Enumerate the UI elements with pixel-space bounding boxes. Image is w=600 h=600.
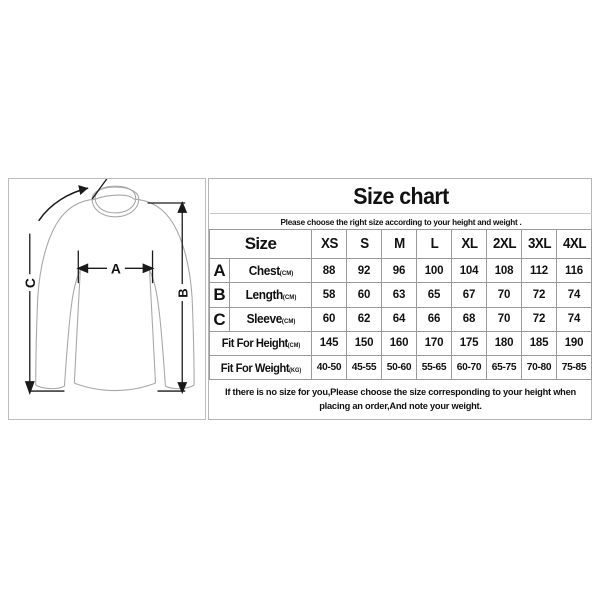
cell-weight-2xl: 65-75	[486, 354, 522, 381]
cell-weight-xl: 60-70	[451, 354, 487, 381]
row-key-b: B	[209, 282, 230, 308]
row-key-a: A	[209, 258, 230, 284]
row-label-fit-height: Fit For Height(CM)	[212, 330, 309, 356]
content-band: C A B	[8, 178, 592, 420]
size-chart-table-panel: Size chart Please choose the right size …	[208, 178, 592, 420]
row-unit-chest: (CM)	[279, 269, 293, 277]
cell-length-l: 65	[416, 282, 452, 308]
cell-weight-xs: 40-50	[311, 354, 347, 381]
cell-chest-2xl: 108	[486, 258, 522, 284]
header-col-3xl: 3XL	[522, 229, 556, 260]
chart-subtitle: Please choose the right size according t…	[219, 213, 582, 231]
chart-footnote: If there is no size for you,Please choos…	[209, 379, 592, 419]
row-label-chest-text: Chest	[248, 263, 280, 278]
cell-chest-l: 100	[416, 258, 452, 284]
row-key-c: C	[209, 306, 230, 332]
row-unit-fit-height: (CM)	[287, 343, 300, 350]
header-col-l: L	[417, 229, 451, 260]
row-label-chest: Chest(CM)	[231, 258, 310, 284]
cell-length-2xl: 70	[486, 282, 522, 308]
table-row: C Sleeve(CM) 60 62 64 66 68 70 72 74	[209, 306, 592, 332]
table-title-row: Size chart	[210, 179, 592, 215]
cell-chest-xs: 88	[311, 258, 347, 284]
cell-weight-4xl: 75-85	[556, 354, 592, 381]
row-label-length: Length(CM)	[231, 282, 310, 308]
cell-sleeve-3xl: 72	[521, 306, 557, 332]
cell-height-m: 160	[381, 330, 417, 356]
measure-a-label: A	[111, 260, 121, 276]
cell-sleeve-s: 62	[346, 306, 382, 332]
garment-diagram-panel: C A B	[8, 178, 206, 420]
table-subtitle-row: Please choose the right size according t…	[210, 213, 592, 231]
measure-b-label: B	[176, 288, 191, 297]
table-row: A Chest(CM) 88 92 96 100 104 108 112 116	[209, 258, 592, 284]
table-row: Fit For Height(CM) 145 150 160 170 175 1…	[210, 330, 592, 356]
row-label-length-text: Length	[245, 287, 283, 302]
cell-weight-m: 50-60	[381, 354, 417, 381]
row-label-fit-height-text: Fit For Height	[221, 336, 288, 351]
row-unit-length: (CM)	[282, 293, 296, 301]
cell-length-s: 60	[346, 282, 382, 308]
cell-length-3xl: 72	[521, 282, 557, 308]
table-row: Fit For Weight(KG) 40-50 45-55 50-60 55-…	[210, 354, 592, 381]
cell-length-4xl: 74	[556, 282, 592, 308]
cell-height-3xl: 185	[521, 330, 557, 356]
header-col-2xl: 2XL	[487, 229, 521, 260]
table-row: B Length(CM) 58 60 63 65 67 70 72 74	[209, 282, 592, 308]
cell-chest-xl: 104	[451, 258, 487, 284]
measure-a-group: A	[76, 250, 155, 284]
row-label-fit-weight-text: Fit For Weight	[220, 360, 289, 375]
header-size: Size	[209, 229, 312, 260]
cell-sleeve-l: 66	[416, 306, 452, 332]
cell-height-2xl: 180	[486, 330, 522, 356]
cell-chest-s: 92	[346, 258, 382, 284]
cell-height-xl: 175	[451, 330, 487, 356]
table-header-row: Size XS S M L XL 2XL 3XL 4XL	[209, 229, 592, 260]
cell-weight-s: 45-55	[346, 354, 382, 381]
row-unit-fit-weight: (KG)	[288, 367, 301, 374]
shirt-outline	[35, 185, 195, 392]
size-chart-table: Size chart Please choose the right size …	[209, 179, 592, 419]
cell-length-xs: 58	[311, 282, 347, 308]
measure-b-group: B	[147, 201, 191, 395]
row-label-sleeve-text: Sleeve	[246, 312, 282, 327]
cell-length-xl: 67	[451, 282, 487, 308]
cell-sleeve-2xl: 70	[486, 306, 522, 332]
header-col-xl: XL	[452, 229, 486, 260]
cell-height-s: 150	[346, 330, 382, 356]
measure-c-group: C	[22, 179, 108, 396]
row-unit-sleeve: (CM)	[281, 318, 295, 326]
cell-chest-4xl: 116	[556, 258, 592, 284]
cell-sleeve-m: 64	[381, 306, 417, 332]
cell-height-l: 170	[416, 330, 452, 356]
cell-sleeve-xs: 60	[311, 306, 347, 332]
measure-c-label: C	[22, 278, 38, 288]
table-footnote-row: If there is no size for you,Please choos…	[209, 379, 592, 419]
row-label-sleeve: Sleeve(CM)	[231, 306, 310, 332]
cell-height-xs: 145	[311, 330, 347, 356]
cell-sleeve-xl: 68	[451, 306, 487, 332]
cell-sleeve-4xl: 74	[556, 306, 592, 332]
row-label-fit-weight: Fit For Weight(KG)	[212, 354, 309, 381]
cell-chest-3xl: 112	[521, 258, 557, 284]
header-col-xs: XS	[312, 229, 346, 260]
cell-height-4xl: 190	[556, 330, 592, 356]
header-col-s: S	[347, 229, 381, 260]
cell-weight-3xl: 70-80	[521, 354, 557, 381]
cell-chest-m: 96	[381, 258, 417, 284]
shirt-outline-svg: C A B	[22, 179, 195, 396]
header-col-4xl: 4XL	[557, 229, 591, 260]
cell-length-m: 63	[381, 282, 417, 308]
chart-title: Size chart	[222, 179, 579, 215]
header-col-m: M	[382, 229, 416, 260]
cell-weight-l: 55-65	[416, 354, 452, 381]
